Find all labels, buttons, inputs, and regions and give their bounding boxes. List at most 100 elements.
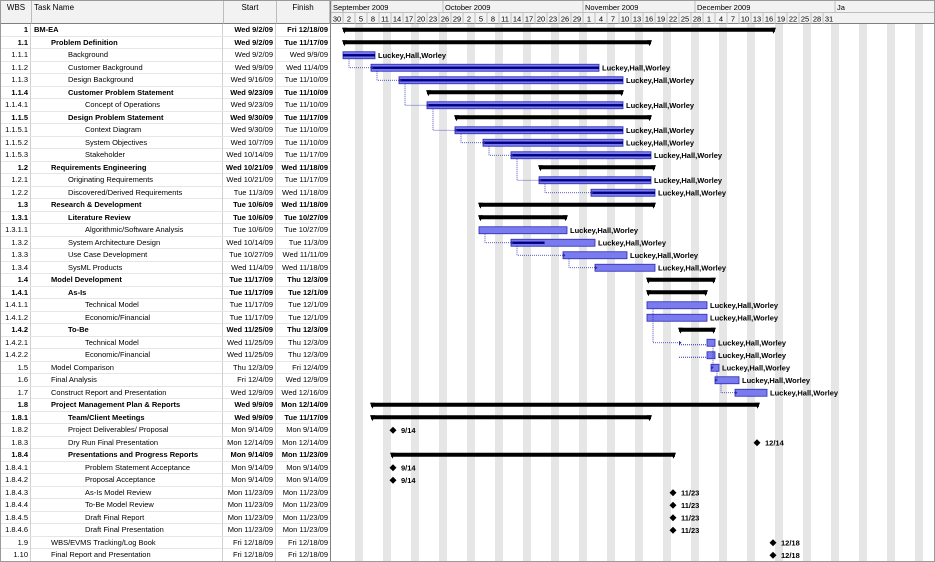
task-row[interactable]: 1.4.2 To-Be Wed 11/25/09 Thu 12/3/09 [1,324,330,337]
task-name[interactable]: Project Management Plan & Reports [32,399,223,411]
task-name[interactable]: Technical Model [32,299,223,311]
task-finish: Fri 12/4/09 [292,362,328,372]
task-row[interactable]: 1.4.1.2 Economic/Financial Tue 11/17/09 Tue… [1,311,330,324]
task-name[interactable]: Customer Background [32,61,223,74]
task-name[interactable]: Literature Review [32,211,223,224]
task-row[interactable]: 1.1.1 Background Wed 9/2/09 Wed 9/9/09 [1,49,330,62]
task-row[interactable]: 1.1.5.1 Context Diagram Wed 9/30/09 Tue 11/… [1,124,330,137]
task-name[interactable]: As-Is [32,286,223,299]
task-name[interactable]: Team/Client Meetings [32,411,223,424]
summary-start-cap [678,327,683,334]
task-row[interactable]: 1.1.2 Customer Background Wed 9/9/09 Wed 11… [1,61,330,74]
task-row[interactable]: 1.4 Model Development Tue 11/17/09 Thu 12/3… [1,274,330,287]
column-header-start[interactable]: Start [224,1,277,24]
task-row[interactable]: 1.1.5.3 Stakeholder Wed 10/14/09 Tue 11/17/… [1,149,330,162]
task-row[interactable]: 1.8 Project Management Plan & Reports Wed … [1,399,330,412]
task-row[interactable]: 1.8.4.4 To-Be Model Review Mon 11/23/09 Mon… [1,499,330,512]
task-name[interactable]: Dry Run Final Presentation [32,436,223,449]
task-row[interactable]: 1.10 Final Report and Presentation Fri 12/… [1,549,330,561]
task-row[interactable]: 1.4.2.2 Economic/Financial Wed 11/25/09 Thu… [1,349,330,362]
task-name[interactable]: Requirements Engineering [32,161,223,174]
task-name[interactable]: Research & Development [32,199,223,211]
task-row[interactable]: 1.1.5 Design Problem Statement Wed 9/30/09… [1,111,330,124]
task-row[interactable]: 1.8.1 Team/Client Meetings Wed 9/9/09 Tue 1… [1,411,330,424]
task-row[interactable]: 1.4.2.1 Technical Model Wed 11/25/09 Thu 12… [1,336,330,349]
task-row[interactable]: 1.8.4.5 Draft Final Report Mon 11/23/09 Mon… [1,511,330,524]
task-row[interactable]: 1.8.4.1 Problem Statement Acceptance Mon 9… [1,461,330,474]
day-label: 17 [405,15,413,24]
task-row[interactable]: 1.3.1 Literature Review Tue 10/6/09 Tue 10/… [1,211,330,224]
task-row[interactable]: 1.3.2 System Architecture Design Wed 10/14… [1,236,330,249]
task-row[interactable]: 1.7 Construct Report and Presentation Wed … [1,386,330,399]
task-name[interactable]: Customer Problem Statement [32,86,223,99]
task-name[interactable]: BM-EA [32,24,223,36]
task-name[interactable]: Construct Report and Presentation [32,386,223,399]
task-name[interactable]: WBS/EVMS Tracking/Log Book [32,536,223,549]
task-name[interactable]: Economic/Financial [32,349,223,361]
task-row[interactable]: 1.5 Model Comparison Thu 12/3/09 Fri 12/4/0… [1,361,330,374]
task-row[interactable]: 1.3.3 Use Case Development Tue 10/27/09 Wed… [1,249,330,262]
task-name[interactable]: As-Is Model Review [32,486,223,499]
task-name[interactable]: Design Problem Statement [32,111,223,124]
task-name[interactable]: System Objectives [32,136,223,149]
task-name[interactable]: Background [32,49,223,61]
task-name[interactable]: Model Comparison [32,361,223,374]
task-row[interactable]: 1.3.4 SysML Products Wed 11/4/09 Wed 11/18/… [1,261,330,274]
task-name[interactable]: Presentations and Progress Reports [32,449,223,461]
task-name[interactable]: Model Development [32,274,223,286]
day-label: 11 [501,15,509,24]
task-row[interactable]: 1.2.2 Discovered/Derived Requirements Tue … [1,186,330,199]
task-start: Wed 11/25/09 [224,349,276,361]
task-name[interactable]: Use Case Development [32,249,223,261]
task-name[interactable]: Discovered/Derived Requirements [32,186,223,199]
task-name[interactable]: To-Be [32,324,223,336]
task-name[interactable]: Algorithmic/Software Analysis [32,224,223,236]
task-row[interactable]: 1.1.4 Customer Problem Statement Wed 9/23/… [1,86,330,99]
column-header-finish[interactable]: Finish [277,1,330,24]
task-row[interactable]: 1.8.4.2 Proposal Acceptance Mon 9/14/09 Mon… [1,474,330,487]
milestone-marker [669,489,677,497]
summary-start-cap [478,202,483,209]
task-row[interactable]: 1.8.4 Presentations and Progress Reports M… [1,449,330,462]
column-header-wbs[interactable]: WBS [1,1,32,24]
task-name[interactable]: Problem Definition [32,36,223,49]
task-name[interactable]: Project Deliverables/ Proposal [32,424,223,436]
task-row[interactable]: 1.8.4.3 As-Is Model Review Mon 11/23/09 Mon… [1,486,330,499]
task-name[interactable]: Final Report and Presentation [32,549,223,561]
task-name[interactable]: Final Analysis [32,374,223,386]
task-name[interactable]: Context Diagram [32,124,223,136]
task-name[interactable]: Originating Requirements [32,174,223,186]
task-name[interactable]: Stakeholder [32,149,223,161]
task-row[interactable]: 1.1.4.1 Concept of Operations Wed 9/23/09 T… [1,99,330,112]
task-row[interactable]: 1.2.1 Originating Requirements Wed 10/21/0… [1,174,330,187]
task-name[interactable]: Problem Statement Acceptance [32,461,223,474]
task-row[interactable]: 1.8.2 Project Deliverables/ Proposal Mon 9… [1,424,330,437]
task-row[interactable]: 1.8.4.6 Draft Final Presentation Mon 11/23… [1,524,330,537]
task-row[interactable]: 1.1.3 Design Background Wed 9/16/09 Tue 11/… [1,74,330,87]
task-name[interactable]: Draft Final Report [32,511,223,524]
task-name[interactable]: Concept of Operations [32,99,223,111]
column-header-task-name[interactable]: Task Name [32,1,224,24]
day-label: 10 [621,15,629,24]
task-row[interactable]: 1 BM-EA Wed 9/2/09 Fri 12/18/09 [1,24,330,37]
task-row[interactable]: 1.4.1.1 Technical Model Tue 11/17/09 Tue 12… [1,299,330,312]
task-name[interactable]: System Architecture Design [32,236,223,249]
task-name[interactable]: To-Be Model Review [32,499,223,511]
summary-start-cap [646,277,651,284]
task-name[interactable]: Technical Model [32,336,223,349]
task-row[interactable]: 1.3.1.1 Algorithmic/Software Analysis Tue … [1,224,330,237]
task-row[interactable]: 1.6 Final Analysis Fri 12/4/09 Wed 12/9/09 [1,374,330,387]
weekend-shading [579,24,587,561]
task-name[interactable]: SysML Products [32,261,223,274]
task-row[interactable]: 1.2 Requirements Engineering Wed 10/21/09 W… [1,161,330,174]
task-name[interactable]: Economic/Financial [32,311,223,324]
task-row[interactable]: 1.8.3 Dry Run Final Presentation Mon 12/14… [1,436,330,449]
task-row[interactable]: 1.1.5.2 System Objectives Wed 10/7/09 Tue 1… [1,136,330,149]
task-name[interactable]: Draft Final Presentation [32,524,223,536]
task-row[interactable]: 1.3 Research & Development Tue 10/6/09 Wed … [1,199,330,212]
task-row[interactable]: 1.9 WBS/EVMS Tracking/Log Book Fri 12/18/0… [1,536,330,549]
task-row[interactable]: 1.1 Problem Definition Wed 9/2/09 Tue 11/17… [1,36,330,49]
task-name[interactable]: Proposal Acceptance [32,474,223,486]
task-name[interactable]: Design Background [32,74,223,86]
task-row[interactable]: 1.4.1 As-Is Tue 11/17/09 Tue 12/1/09 [1,286,330,299]
